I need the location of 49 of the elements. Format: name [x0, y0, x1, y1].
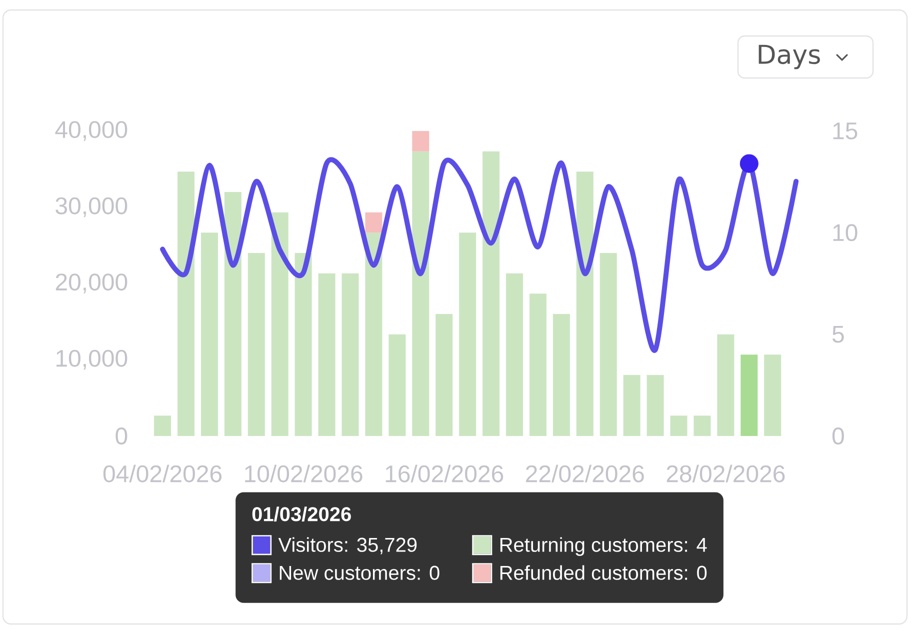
y-tick-label: 10,000	[56, 350, 128, 370]
bar	[412, 130, 430, 152]
y2-tick-label: 10	[833, 224, 858, 242]
bar	[388, 334, 406, 436]
bar	[154, 416, 172, 436]
x-tick-label: 16/02/2026	[386, 464, 504, 482]
bar	[365, 232, 382, 436]
y2-tick-label: 15	[833, 122, 858, 140]
bar	[271, 212, 288, 436]
y2-tick-label: 5	[832, 326, 844, 343]
bar	[248, 252, 265, 436]
y-tick-label: 30,000	[56, 197, 128, 218]
bar	[506, 273, 523, 436]
legend-label: Returning customers: 4	[500, 537, 707, 556]
x-tick-label: 04/02/2026	[103, 464, 222, 482]
bar	[623, 375, 640, 436]
y2-tick-label: 0	[832, 427, 844, 444]
x-tick-label: 28/02/2026	[666, 464, 785, 482]
bar	[552, 314, 570, 436]
y-tick-label: 20,000	[56, 274, 128, 294]
bar	[294, 252, 312, 436]
bar	[764, 354, 782, 436]
y-tick-label: 0	[116, 427, 128, 444]
bar	[412, 151, 430, 436]
bar	[436, 314, 453, 436]
bar	[342, 273, 359, 436]
bar	[365, 212, 382, 233]
bar	[482, 151, 500, 436]
legend-label: Visitors: 35,729	[278, 537, 417, 554]
bar	[177, 172, 194, 436]
text: Days	[758, 44, 820, 70]
bar	[459, 232, 476, 436]
y-tick-label: 40,000	[55, 121, 128, 141]
legend-label: New customers: 0	[280, 566, 440, 580]
bar	[670, 416, 688, 436]
bar	[318, 273, 336, 436]
bar	[200, 232, 218, 436]
bar	[717, 334, 734, 436]
legend-title: 01/03/2026	[252, 506, 351, 522]
bar	[529, 294, 546, 436]
bar	[600, 252, 617, 436]
bar	[740, 354, 758, 436]
bar	[694, 416, 711, 436]
bar	[224, 192, 242, 436]
bar	[646, 375, 664, 436]
bar	[576, 172, 594, 436]
x-tick-label: 22/02/2026	[526, 464, 644, 482]
legend-label: Refunded customers: 0	[500, 565, 707, 580]
x-tick-label: 10/02/2026	[245, 464, 362, 482]
